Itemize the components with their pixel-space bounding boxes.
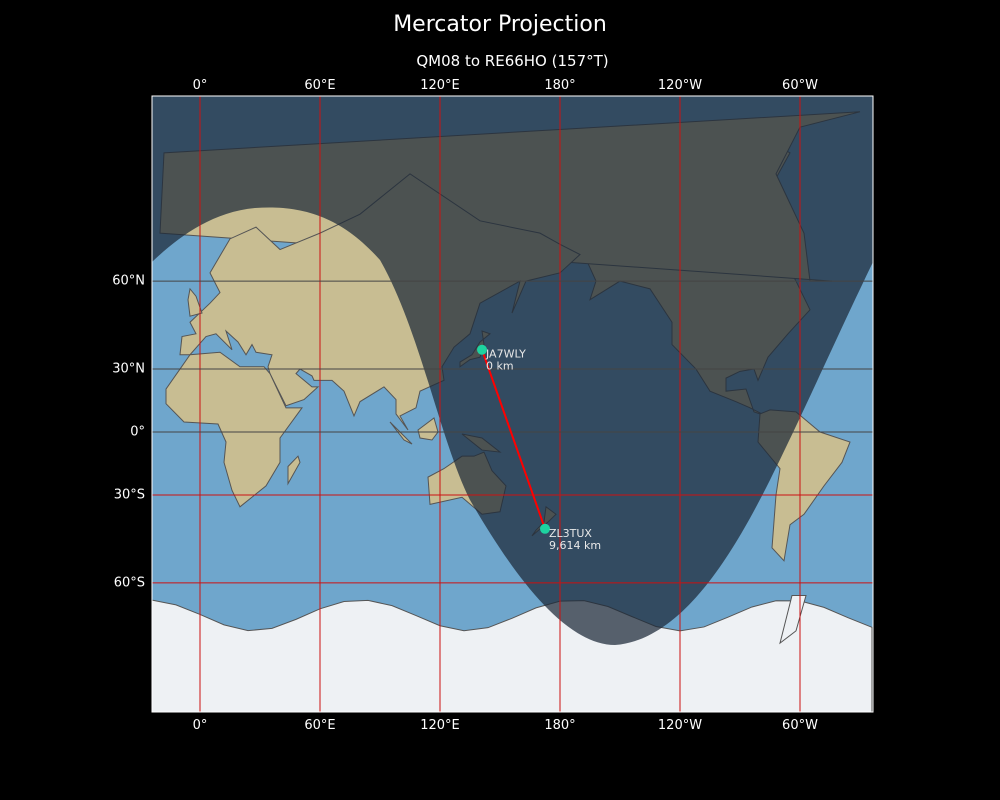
graticule xyxy=(152,96,873,712)
great-circle-path xyxy=(481,349,546,530)
end-marker[interactable] xyxy=(540,523,550,534)
start-distance: 0 km xyxy=(486,360,514,373)
x-tick-bottom: 120°E xyxy=(420,718,460,733)
y-tick: 60°N xyxy=(112,273,145,289)
madagascar xyxy=(287,455,301,486)
x-tick-top: 60°E xyxy=(304,78,336,93)
x-tick-bottom: 60°W xyxy=(782,718,818,733)
x-tick-bottom: 0° xyxy=(192,718,208,733)
x-tick-top: 180° xyxy=(544,78,576,93)
x-tick-bottom: 180° xyxy=(544,718,576,733)
y-tick: 60°S xyxy=(113,575,145,591)
x-tick-top: 0° xyxy=(192,78,208,93)
y-tick: 30°N xyxy=(112,361,145,377)
x-tick-top: 60°W xyxy=(782,78,818,93)
sumatra xyxy=(389,421,413,445)
y-tick: 0° xyxy=(130,424,145,440)
end-distance: 9,614 km xyxy=(549,539,601,552)
y-tick: 30°S xyxy=(113,487,145,503)
map-subtitle: QM08 to RE66HO (157°T) xyxy=(416,52,609,70)
x-tick-top: 120°E xyxy=(420,78,460,93)
start-callsign: JA7WLY xyxy=(485,348,526,361)
night-shade xyxy=(152,96,873,645)
start-marker[interactable] xyxy=(477,344,487,355)
x-tick-bottom: 120°W xyxy=(657,718,703,733)
map-title: Mercator Projection xyxy=(393,12,607,37)
end-callsign: ZL3TUX xyxy=(549,527,592,540)
x-tick-bottom: 60°E xyxy=(304,718,336,733)
map-frame xyxy=(151,95,874,713)
x-tick-top: 120°W xyxy=(657,78,703,93)
borneo xyxy=(417,417,439,441)
